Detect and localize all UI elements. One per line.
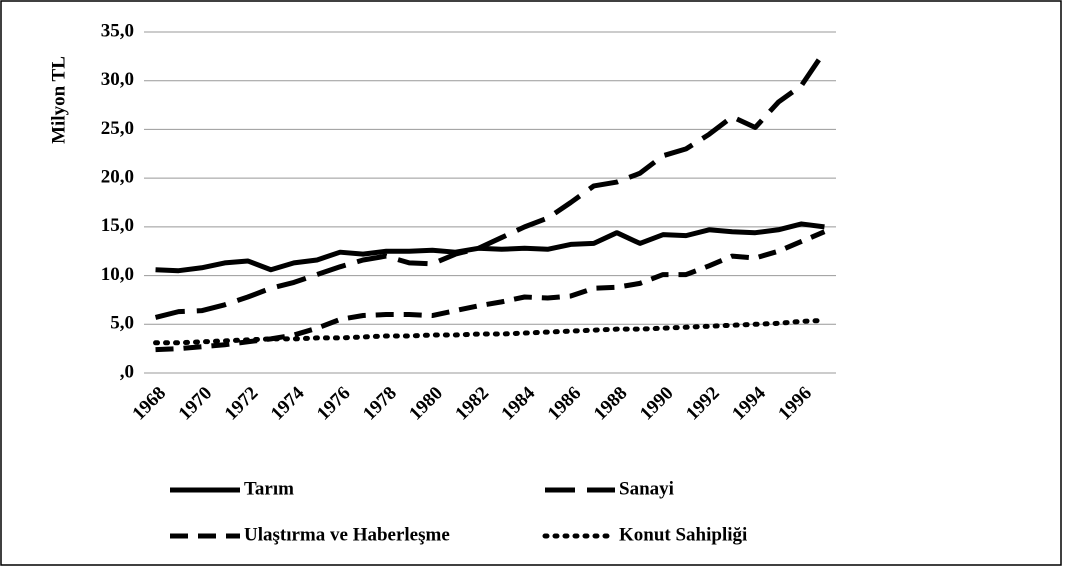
y-tick-label: ,0 [120, 361, 134, 382]
y-tick-label: 10,0 [101, 264, 134, 285]
y-tick-label: 20,0 [101, 167, 134, 188]
y-tick-label: 35,0 [101, 20, 134, 41]
legend-label: Tarım [244, 478, 294, 499]
y-axis-label: Milyon TL [48, 56, 69, 144]
line-series [153, 317, 827, 346]
y-tick-label: 25,0 [101, 118, 134, 139]
line-series [155, 221, 825, 274]
y-tick-label: 5,0 [110, 313, 134, 334]
line-series [154, 50, 827, 320]
y-tick-label: 30,0 [101, 69, 134, 90]
legend-label: Konut Sahipliği [619, 524, 747, 545]
legend-label: Sanayi [619, 478, 674, 499]
legend-label: Ulaştırma ve Haberleşme [244, 524, 450, 545]
y-tick-label: 15,0 [101, 215, 134, 236]
